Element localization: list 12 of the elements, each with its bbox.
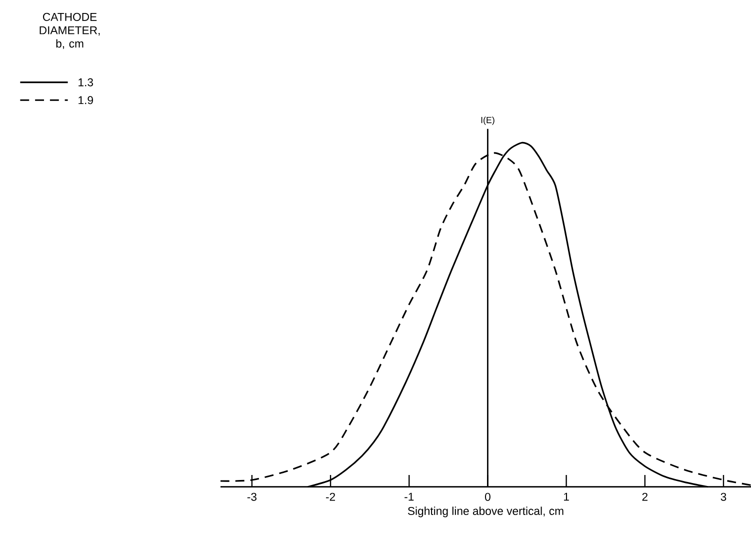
x-tick-label: 3 <box>720 492 726 501</box>
x-tick-label: 2 <box>642 492 648 501</box>
y-axis-title: I(E) <box>481 116 494 125</box>
legend-label: 1.9 <box>78 96 93 104</box>
x-tick-label: 1 <box>564 492 569 501</box>
x-tick-label: -3 <box>247 492 256 501</box>
legend-title: CATHODE DIAMETER, b, cm <box>40 12 100 49</box>
legend-label: 1.3 <box>78 78 94 86</box>
x-tick-label: -2 <box>326 492 336 501</box>
x-tick-label: -1 <box>404 492 414 501</box>
x-tick-label: 0 <box>485 492 490 501</box>
x-axis-title: Sighting line above vertical, cm <box>408 506 564 518</box>
